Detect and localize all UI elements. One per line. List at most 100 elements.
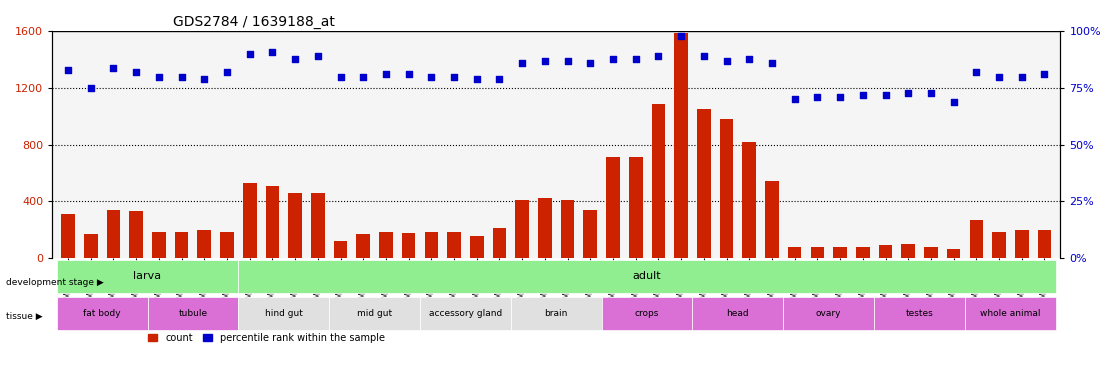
FancyBboxPatch shape (602, 297, 693, 330)
Point (536, 58, 554, 64)
Point (491, 76, 509, 82)
Text: brain: brain (545, 309, 568, 318)
FancyBboxPatch shape (329, 297, 420, 330)
Point (513, 60, 531, 66)
Point (990, 74, 1008, 80)
Point (286, 56, 304, 62)
Bar (516, 200, 529, 258)
FancyBboxPatch shape (239, 260, 1056, 293)
Point (173, 74, 191, 80)
Point (899, 89, 917, 96)
Point (81, 85, 99, 91)
Point (650, 53, 667, 60)
Bar (698, 109, 711, 258)
Bar (84, 234, 97, 258)
Bar (946, 249, 961, 258)
Point (1036, 71, 1054, 78)
Bar (606, 157, 619, 258)
Point (945, 99, 963, 105)
FancyBboxPatch shape (693, 297, 783, 330)
Bar (198, 230, 211, 258)
Bar (1038, 230, 1051, 258)
Bar (470, 236, 483, 258)
Point (876, 92, 894, 98)
Bar (834, 247, 847, 258)
Bar (129, 211, 143, 258)
Bar (878, 245, 893, 258)
Bar (424, 232, 439, 258)
Point (672, 33, 690, 39)
Bar (243, 183, 257, 258)
Bar (810, 247, 825, 258)
Point (854, 92, 872, 98)
Point (241, 51, 259, 57)
Point (968, 69, 985, 75)
Point (559, 58, 577, 64)
Text: crops: crops (635, 309, 660, 318)
Text: tissue ▶: tissue ▶ (6, 312, 42, 321)
Bar (742, 142, 756, 258)
FancyBboxPatch shape (420, 297, 511, 330)
Point (1013, 74, 1031, 80)
Bar (311, 193, 325, 258)
Text: hind gut: hind gut (264, 309, 302, 318)
Bar (720, 119, 733, 258)
Bar (175, 232, 189, 258)
FancyBboxPatch shape (965, 297, 1056, 330)
Point (831, 94, 849, 100)
Bar (288, 193, 302, 258)
FancyBboxPatch shape (147, 297, 239, 330)
Point (627, 56, 645, 62)
Point (718, 58, 735, 64)
Point (331, 74, 349, 80)
Point (786, 96, 804, 103)
FancyBboxPatch shape (239, 297, 329, 330)
Bar (402, 233, 415, 258)
Bar (629, 157, 643, 258)
Bar (924, 247, 937, 258)
Point (423, 74, 441, 80)
Legend: count, percentile rank within the sample: count, percentile rank within the sample (147, 333, 385, 343)
Point (354, 74, 372, 80)
Bar (674, 33, 687, 258)
Bar (766, 181, 779, 258)
Bar (492, 228, 507, 258)
FancyBboxPatch shape (511, 297, 602, 330)
Point (922, 89, 940, 96)
Point (400, 71, 417, 78)
Text: accessory gland: accessory gland (429, 309, 502, 318)
FancyBboxPatch shape (57, 260, 239, 293)
FancyBboxPatch shape (783, 297, 874, 330)
Text: mid gut: mid gut (357, 309, 392, 318)
Text: fat body: fat body (84, 309, 121, 318)
Text: GDS2784 / 1639188_at: GDS2784 / 1639188_at (173, 15, 335, 29)
Point (581, 60, 599, 66)
Bar (992, 232, 1006, 258)
Point (468, 76, 485, 82)
Bar (902, 244, 915, 258)
Bar (61, 214, 75, 258)
Text: ovary: ovary (816, 309, 841, 318)
Point (263, 49, 281, 55)
Text: testes: testes (906, 309, 933, 318)
Point (59, 67, 77, 73)
Bar (356, 234, 371, 258)
Bar (448, 232, 461, 258)
Text: adult: adult (633, 271, 662, 281)
Bar (334, 241, 347, 258)
Bar (538, 199, 551, 258)
Bar (379, 232, 393, 258)
Bar (220, 232, 234, 258)
Point (150, 74, 167, 80)
Point (808, 94, 826, 100)
Point (127, 69, 145, 75)
Point (695, 53, 713, 60)
Point (195, 76, 213, 82)
Point (377, 71, 395, 78)
Bar (856, 247, 869, 258)
Point (445, 74, 463, 80)
Text: tubule: tubule (179, 309, 208, 318)
Bar (788, 247, 801, 258)
Point (740, 56, 758, 62)
Bar (970, 220, 983, 258)
